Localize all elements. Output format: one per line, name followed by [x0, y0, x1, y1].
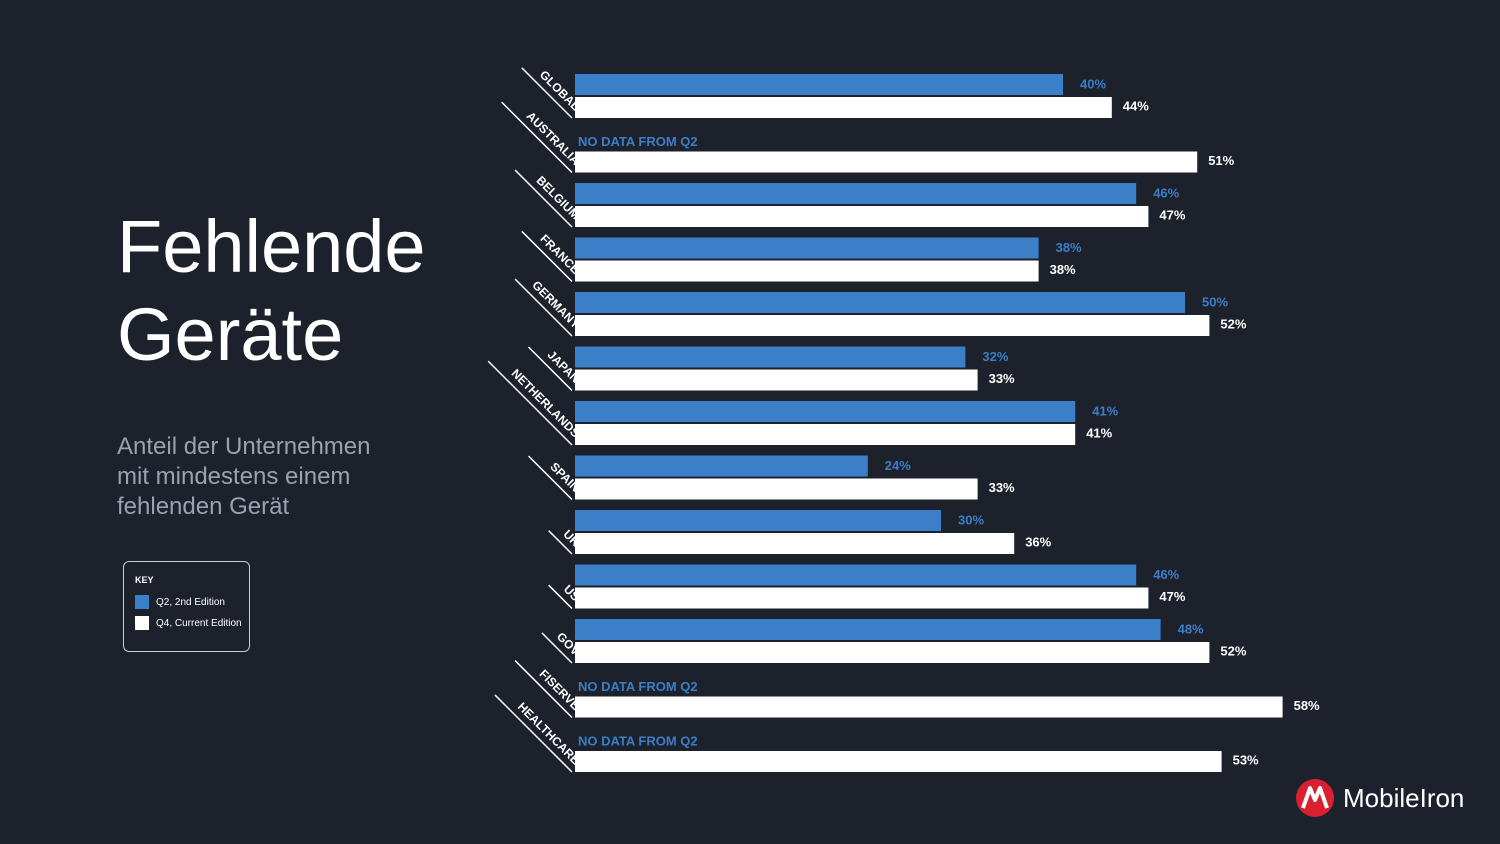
- no-data-label-healthcare: NO DATA FROM Q2: [578, 733, 698, 748]
- legend-item-q4: Q4, Current Edition: [135, 616, 242, 630]
- subtitle-line-1: Anteil der Unternehmen: [117, 433, 371, 460]
- bar-q4-us: [575, 587, 1149, 609]
- value-label-q4-france: 38%: [1050, 262, 1076, 277]
- bar-q4-australia: [575, 151, 1198, 173]
- category-tick-belgium: [514, 169, 573, 228]
- mobileiron-logo-icon: [1296, 779, 1334, 817]
- legend-label-q2: Q2, 2nd Edition: [156, 596, 225, 608]
- value-label-q2-gov: 48%: [1178, 621, 1204, 636]
- category-tick-japan: [527, 346, 573, 392]
- value-label-q4-gov: 52%: [1220, 643, 1246, 658]
- bar-q2-netherlands: [575, 401, 1076, 422]
- category-label-germany: GERMANY: [529, 278, 582, 331]
- bar-q4-gov: [575, 642, 1210, 663]
- category-tick-france: [521, 230, 573, 283]
- category-tick-healthcare: [494, 694, 573, 773]
- legend-swatch-q2: [135, 595, 149, 609]
- bar-q4-fiserve: [575, 696, 1283, 718]
- value-label-q4-australia: 51%: [1208, 153, 1234, 168]
- category-tick-australia: [501, 101, 573, 174]
- value-label-q4-netherlands: 41%: [1086, 425, 1112, 440]
- category-label-australia: AUSTRALIA: [524, 109, 583, 168]
- bar-q4-japan: [575, 369, 978, 391]
- page-title: Fehlende Geräte: [117, 203, 426, 379]
- title-line-2: Geräte: [117, 293, 344, 376]
- mobileiron-logo: MobileIron: [1295, 778, 1464, 818]
- legend-title: KEY: [135, 575, 154, 585]
- bar-q4-germany: [575, 315, 1210, 336]
- category-tick-us: [548, 584, 573, 610]
- value-label-q4-global: 44%: [1123, 98, 1149, 113]
- bar-q2-global: [575, 74, 1063, 95]
- bar-q4-global: [575, 97, 1112, 118]
- value-label-q4-uk: 36%: [1025, 534, 1051, 549]
- bar-q4-healthcare: [575, 751, 1222, 772]
- bar-q2-uk: [575, 510, 941, 531]
- category-tick-fiserve: [514, 660, 573, 719]
- value-label-q4-us: 47%: [1159, 589, 1185, 604]
- value-label-q4-belgium: 47%: [1159, 207, 1185, 222]
- value-label-q2-france: 38%: [1056, 240, 1082, 255]
- value-label-q2-japan: 32%: [982, 349, 1008, 364]
- category-tick-germany: [514, 278, 573, 337]
- value-label-q4-germany: 52%: [1220, 316, 1246, 331]
- category-tick-gov: [541, 632, 573, 664]
- bar-q2-gov: [575, 619, 1161, 640]
- value-label-q4-japan: 33%: [989, 371, 1015, 386]
- subtitle-line-2: mit mindestens einem: [117, 463, 351, 490]
- bar-q4-netherlands: [575, 424, 1076, 445]
- bar-q2-spain: [575, 455, 868, 477]
- chart-legend: KEY Q2, 2nd Edition Q4, Current Edition: [123, 561, 250, 652]
- bar-q2-france: [575, 237, 1039, 259]
- value-label-q4-healthcare: 53%: [1233, 752, 1259, 767]
- bar-q4-spain: [575, 478, 978, 500]
- bar-q4-france: [575, 260, 1039, 282]
- value-label-q2-uk: 30%: [958, 512, 984, 527]
- value-label-q2-belgium: 46%: [1153, 185, 1179, 200]
- legend-label-q4: Q4, Current Edition: [156, 617, 242, 629]
- value-label-q2-us: 46%: [1153, 567, 1179, 582]
- bar-q2-japan: [575, 346, 966, 368]
- category-tick-spain: [527, 455, 573, 501]
- logo-text: MobileIron: [1343, 782, 1465, 813]
- category-tick-global: [521, 67, 573, 119]
- no-data-label-australia: NO DATA FROM Q2: [578, 134, 698, 149]
- no-data-label-fiserve: NO DATA FROM Q2: [578, 679, 698, 694]
- category-tick-uk: [548, 530, 573, 555]
- bar-q2-germany: [575, 292, 1185, 313]
- bar-q2-us: [575, 564, 1137, 586]
- value-label-q4-fiserve: 58%: [1294, 698, 1320, 713]
- title-line-1: Fehlende: [117, 205, 426, 288]
- category-tick-netherlands: [487, 360, 573, 446]
- legend-item-q2: Q2, 2nd Edition: [135, 595, 225, 609]
- legend-swatch-q4: [135, 616, 149, 630]
- value-label-q2-global: 40%: [1080, 76, 1106, 91]
- bar-q4-belgium: [575, 206, 1149, 227]
- value-label-q2-netherlands: 41%: [1092, 403, 1118, 418]
- value-label-q2-germany: 50%: [1202, 294, 1228, 309]
- bar-q2-belgium: [575, 183, 1137, 204]
- value-label-q4-spain: 33%: [989, 480, 1015, 495]
- subtitle-line-3: fehlenden Gerät: [117, 493, 290, 520]
- bar-q4-uk: [575, 533, 1015, 554]
- value-label-q2-spain: 24%: [885, 458, 911, 473]
- subtitle: Anteil der Unternehmen mit mindestens ei…: [117, 432, 417, 522]
